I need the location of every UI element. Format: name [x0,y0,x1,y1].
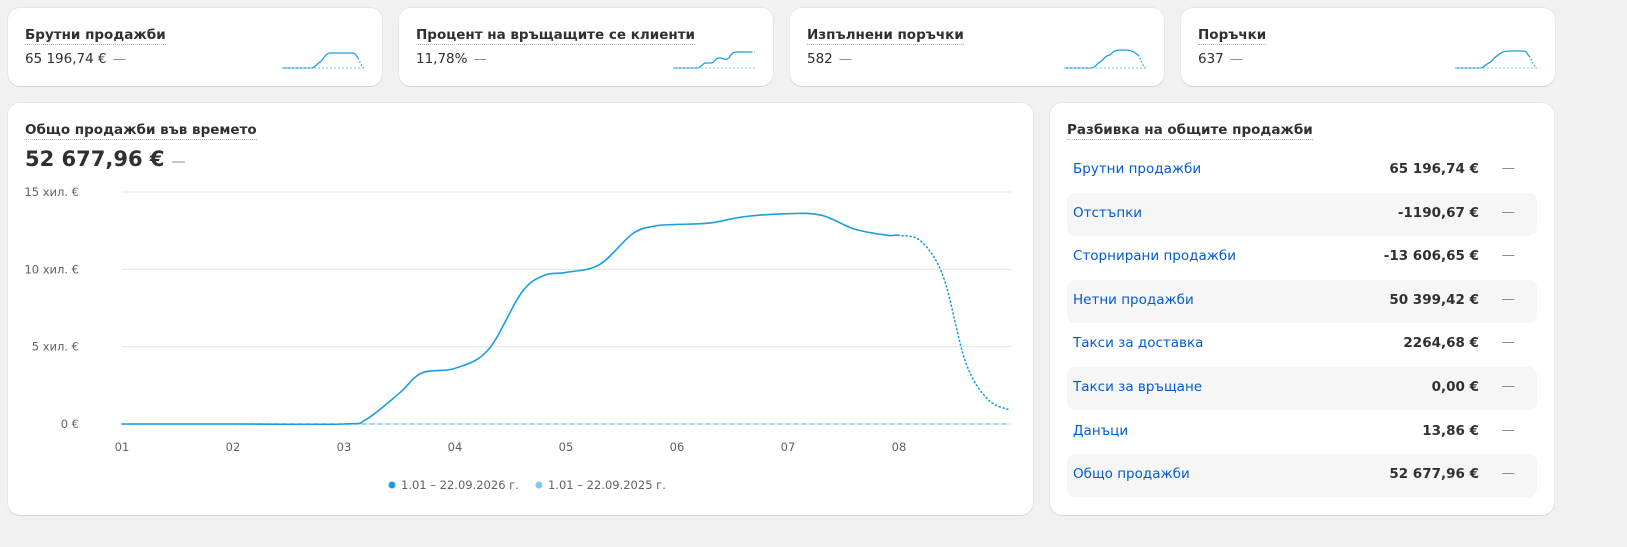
row-change: — [1501,290,1516,307]
x-tick-label: 03 [337,440,352,454]
row-value: 65 196,74 € [1389,161,1479,177]
breakdown-row: Нетни продажби 50 399,42 € — [1067,279,1537,323]
breakdown-title[interactable]: Разбивка на общите продажби [1067,122,1313,140]
kpi-card[interactable]: Брутни продажби 65 196,74 € — [8,8,382,86]
kpi-title[interactable]: Изпълнени поръчки [807,27,964,45]
kpi-value: 582 — [807,51,852,67]
row-label[interactable]: Сторнирани продажби [1073,248,1236,265]
kpi-card[interactable]: Поръчки 637 — [1181,8,1555,86]
breakdown-row: Отстъпки -1190,67 € — [1067,192,1537,236]
row-value: 0,00 € [1431,379,1479,395]
kpi-change: — [1229,51,1244,67]
row-label[interactable]: Общо продажби [1073,466,1190,483]
row-label[interactable]: Такси за доставка [1073,335,1204,352]
x-tick-label: 04 [448,440,463,454]
breakdown-row: Общо продажби 52 677,96 € — [1067,454,1537,498]
x-tick-label: 06 [670,440,685,454]
row-label[interactable]: Брутни продажби [1073,161,1202,177]
sparkline [1455,50,1538,69]
legend-marker [388,481,396,489]
row-value: 52 677,96 € [1389,466,1479,483]
row-change: — [1501,421,1516,438]
y-tick-label: 15 хил. € [24,185,79,199]
x-tick-label: 05 [559,440,574,454]
sparkline [673,51,755,69]
kpi-number: 637 [1198,51,1224,67]
chart-title[interactable]: Общо продажби във времето [25,122,257,140]
legend-label: 1.01 – 22.09.2026 г. [401,478,519,492]
breakdown-row: Такси за доставка 2264,68 € — [1067,323,1537,366]
row-label[interactable]: Нетни продажби [1073,291,1194,308]
kpi-change: — [838,51,853,67]
row-change: — [1501,160,1516,176]
row-value: 50 399,42 € [1389,291,1479,308]
row-change: — [1501,465,1516,482]
row-value: 2264,68 € [1403,335,1479,352]
kpi-change: — [112,51,127,67]
kpi-number: 582 [807,51,833,67]
sparkline [1064,49,1147,69]
kpi-card[interactable]: Процент на връщащите се клиенти 11,78% — [399,8,773,86]
breakdown-row: Брутни продажби 65 196,74 € — [1067,149,1537,192]
row-change: — [1501,378,1516,394]
kpi-number: 65 196,74 € [25,51,107,67]
kpi-card[interactable]: Изпълнени поръчки 582 — [790,8,1164,86]
kpi-number: 11,78% [416,51,468,67]
kpi-value: 637 — [1198,51,1243,67]
x-tick-label: 07 [781,440,796,454]
row-change: — [1501,203,1516,220]
kpi-title[interactable]: Брутни продажби [25,27,166,45]
total-change: — [171,154,186,170]
row-value: 13,86 € [1422,422,1479,439]
series-line [121,212,1011,426]
x-tick-label: 08 [892,440,907,454]
row-change: — [1501,334,1516,351]
x-tick-label: 01 [115,440,130,454]
chart-total: 52 677,96 € — [25,147,186,171]
row-label[interactable]: Данъци [1073,422,1129,439]
legend-label: 1.01 – 22.09.2025 г. [548,478,666,492]
row-label[interactable]: Отстъпки [1073,204,1143,221]
sales-chart-card: Общо продажби във времето 52 677,96 € — 0… [8,103,1033,515]
row-change: — [1501,247,1516,264]
breakdown-card: Разбивка на общите продажби Брутни прода… [1050,103,1554,515]
kpi-value: 65 196,74 € — [25,51,126,67]
total-value: 52 677,96 € [25,147,165,171]
breakdown-row: Такси за връщане 0,00 € — [1067,367,1537,410]
x-tick-label: 02 [226,440,241,454]
kpi-title[interactable]: Поръчки [1198,27,1267,45]
row-value: -1190,67 € [1397,204,1479,221]
row-value: -13 606,65 € [1383,248,1479,265]
kpi-value: 11,78% — [416,51,487,67]
kpi-change: — [473,51,487,67]
breakdown-row: Данъци 13,86 € — [1067,411,1537,454]
line-chart: 0 € 5 хил. € 10 хил. € 15 хил. € 01 02 03 04 05 0… [24,185,1012,492]
breakdown-row: Сторнирани продажби -13 606,65 € — [1067,236,1537,279]
row-label[interactable]: Такси за връщане [1073,379,1203,395]
kpi-title[interactable]: Процент на връщащите се клиенти [416,27,695,45]
y-tick-label: 0 € [61,417,79,431]
legend-marker [535,481,543,489]
y-tick-label: 5 хил. € [32,340,79,354]
sparkline [282,52,365,69]
y-tick-label: 10 хил. € [24,262,79,276]
